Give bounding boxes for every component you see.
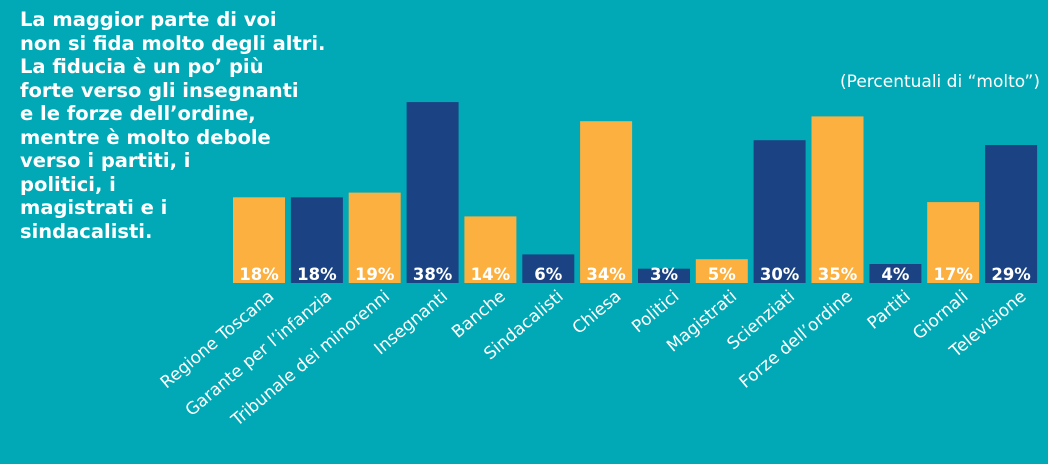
bar — [811, 116, 864, 284]
bar-value-label: 14% — [471, 265, 511, 284]
bar-value-label: 38% — [413, 265, 453, 284]
category-label: Chiesa — [569, 287, 626, 339]
bar-value-label: 18% — [297, 265, 337, 284]
bar — [406, 102, 459, 283]
bar — [464, 216, 517, 283]
bar — [695, 259, 748, 283]
category-label: Partiti — [864, 287, 915, 334]
bar-value-label: 6% — [534, 265, 562, 284]
bar — [580, 121, 633, 283]
bar — [927, 202, 980, 283]
intro-line: sindacalisti. — [20, 219, 153, 243]
intro-line: La fiducia è un po’ più — [20, 55, 264, 78]
bar — [869, 264, 922, 283]
bar-value-label: 17% — [933, 265, 973, 284]
intro-line: politici, i — [20, 172, 116, 196]
intro-line: forte verso gli insegnanti — [20, 78, 299, 102]
intro-line: magistrati e i — [20, 196, 168, 219]
intro-line: non si fida molto degli altri. — [20, 31, 326, 55]
bar — [753, 140, 806, 283]
intro-line: La maggior parte di voi — [20, 8, 277, 31]
bar — [348, 192, 401, 283]
bar-value-label: 3% — [650, 265, 678, 284]
bar — [290, 197, 343, 283]
bar — [985, 145, 1038, 283]
chart-note: (Percentuali di “molto”) — [840, 72, 1040, 92]
bar — [638, 268, 690, 283]
bar-value-label: 5% — [708, 265, 736, 284]
intro-line: verso i partiti, i — [20, 149, 191, 172]
bar — [522, 254, 575, 283]
bar-value-label: 34% — [586, 265, 626, 284]
bar — [233, 197, 285, 283]
intro-line: e le forze dell’ordine, — [20, 102, 256, 125]
bar-value-label: 29% — [991, 265, 1031, 284]
bar-value-label: 30% — [760, 265, 800, 284]
bar-value-label: 4% — [881, 265, 909, 284]
bar-value-label: 19% — [355, 265, 395, 284]
intro-text: La maggior parte di voi non si fida molt… — [20, 8, 350, 243]
intro-line: mentre è molto debole — [20, 125, 271, 149]
category-label: Politici — [628, 287, 683, 338]
bar-value-label: 35% — [818, 265, 858, 284]
bar-value-label: 18% — [239, 265, 279, 284]
